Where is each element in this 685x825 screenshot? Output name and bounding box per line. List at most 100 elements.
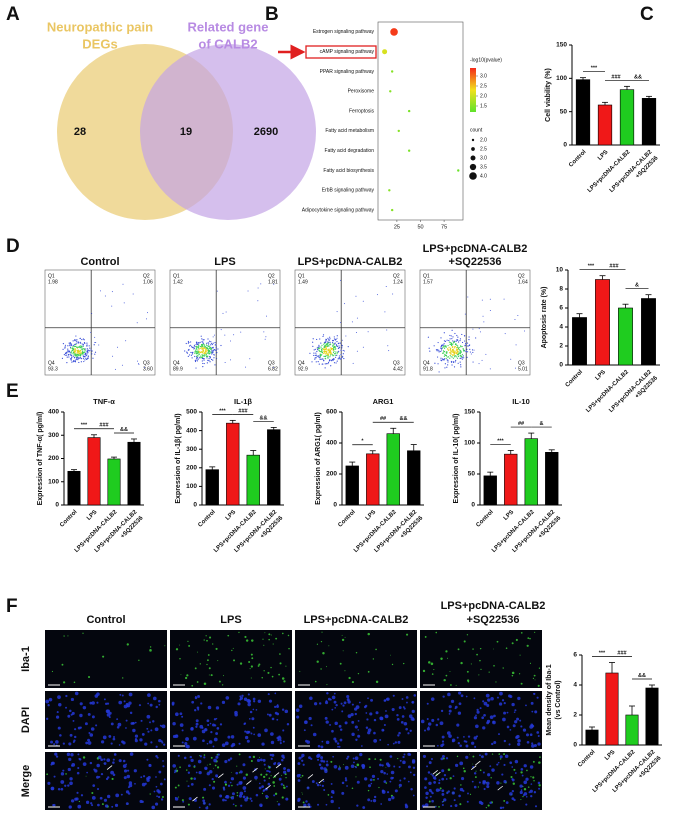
flow-event	[197, 358, 199, 360]
iba1-signal	[194, 667, 197, 670]
dapi-signal	[537, 742, 541, 746]
dapi-signal	[91, 804, 94, 807]
significance-label: *	[361, 439, 364, 445]
dapi-signal	[505, 801, 509, 805]
flow-event	[211, 347, 213, 349]
column-title: LPS+pcDNA-CALB2	[441, 600, 546, 612]
flow-event	[454, 352, 456, 355]
iba1-signal	[379, 758, 382, 761]
flow-event	[455, 351, 457, 353]
flow-event	[64, 344, 67, 346]
flow-event	[341, 347, 343, 349]
flow-event	[332, 348, 335, 351]
dapi-signal	[187, 764, 191, 768]
flow-event	[337, 347, 340, 349]
dapi-signal	[496, 763, 499, 766]
y-tick-label: 0	[573, 742, 577, 749]
flow-event	[89, 347, 91, 349]
iba1-signal	[457, 648, 460, 651]
dapi-signal	[86, 771, 88, 774]
dapi-signal	[116, 725, 120, 729]
iba1-signal	[532, 677, 535, 680]
flow-event	[197, 343, 199, 345]
dapi-signal	[428, 781, 432, 786]
dapi-signal	[335, 703, 338, 707]
dapi-signal	[462, 789, 465, 792]
flow-event	[212, 342, 214, 344]
dapi-signal	[411, 759, 416, 763]
dot	[407, 109, 411, 113]
quadrant-value: 93.3	[48, 366, 58, 372]
flow-event	[213, 349, 216, 351]
dapi-signal	[337, 767, 341, 771]
dapi-signal	[347, 700, 351, 704]
dapi-signal	[341, 791, 345, 795]
flow-event	[326, 344, 328, 346]
dapi-signal	[70, 697, 75, 702]
dapi-signal	[342, 704, 345, 707]
flow-event	[190, 351, 192, 354]
flow-event	[341, 339, 343, 341]
flow-event	[200, 335, 202, 337]
flow-event	[212, 350, 214, 352]
flow-event	[323, 343, 325, 345]
iba1-signal	[206, 639, 208, 642]
dapi-signal	[326, 760, 329, 763]
flow-event	[339, 342, 342, 344]
flow-event	[326, 345, 329, 347]
flow-event	[272, 366, 274, 368]
flow-event	[319, 353, 321, 355]
dapi-signal	[533, 692, 535, 695]
dapi-signal	[244, 735, 249, 740]
dapi-signal	[213, 718, 217, 721]
dapi-signal	[509, 761, 513, 765]
iba1-signal	[330, 760, 333, 763]
flow-event	[208, 353, 210, 355]
dapi-signal	[238, 794, 243, 798]
dapi-signal	[318, 702, 322, 705]
dot	[389, 90, 392, 93]
iba1-signal	[498, 753, 501, 755]
dapi-signal	[467, 792, 469, 795]
dapi-signal	[248, 718, 251, 720]
quadrant-name: Q2	[518, 273, 525, 279]
dapi-signal	[320, 766, 324, 770]
dapi-signal	[229, 757, 233, 760]
iba1-signal	[262, 638, 264, 640]
dapi-signal	[276, 705, 279, 708]
dapi-signal	[162, 760, 164, 762]
flow-event	[84, 359, 86, 361]
flow-event	[459, 353, 461, 355]
flow-event	[332, 345, 334, 347]
dapi-signal	[482, 700, 485, 703]
iba1-signal	[101, 803, 104, 806]
flow-event	[81, 338, 83, 341]
arrow-annotation	[252, 767, 258, 773]
dapi-signal	[77, 766, 80, 770]
dapi-signal	[117, 722, 122, 727]
dapi-signal	[60, 780, 65, 784]
iba1-signal	[102, 655, 105, 658]
flow-event	[322, 335, 324, 338]
dapi-signal	[364, 704, 368, 708]
dapi-signal	[367, 784, 372, 788]
dapi-signal	[267, 796, 270, 798]
dapi-signal	[503, 779, 507, 784]
iba1-signal	[479, 659, 481, 662]
flow-event	[202, 342, 204, 344]
size-legend-dot	[471, 147, 475, 151]
flow-event	[309, 352, 311, 354]
dapi-signal	[161, 724, 166, 729]
dapi-signal	[440, 757, 444, 761]
dapi-signal	[225, 795, 229, 798]
dapi-signal	[320, 759, 324, 763]
dapi-signal	[325, 763, 329, 767]
flow-event	[104, 295, 106, 297]
dapi-signal	[475, 724, 479, 729]
flow-event	[191, 346, 193, 348]
flow-event	[69, 350, 71, 353]
dapi-signal	[391, 795, 395, 800]
dapi-signal	[392, 776, 394, 779]
flow-event	[327, 342, 330, 344]
bar	[524, 438, 538, 506]
